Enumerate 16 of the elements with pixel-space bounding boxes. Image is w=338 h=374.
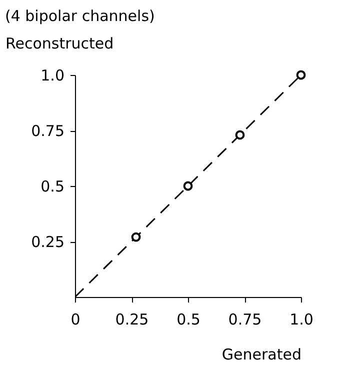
point — [131, 232, 141, 242]
y-tick-label: 0.75 — [31, 122, 64, 140]
point — [296, 70, 306, 80]
x-tick-label: 0.75 — [228, 310, 262, 328]
point — [235, 130, 245, 140]
y-tick-label: 1.0 — [40, 66, 64, 84]
x-tick-label: 0 — [70, 310, 80, 328]
y-tick-label: 0.25 — [31, 233, 64, 251]
x-tick-label: 0.25 — [115, 310, 149, 328]
x-tick-label: 0.5 — [176, 310, 200, 328]
y-tick-label: 0.5 — [40, 178, 64, 196]
point — [183, 181, 193, 191]
y-axis-title: Reconstructed — [6, 34, 114, 52]
chart-title: (4 bipolar channels) — [5, 7, 155, 25]
x-axis-title: Generated — [222, 346, 302, 364]
x-tick-label: 1.0 — [290, 310, 314, 328]
